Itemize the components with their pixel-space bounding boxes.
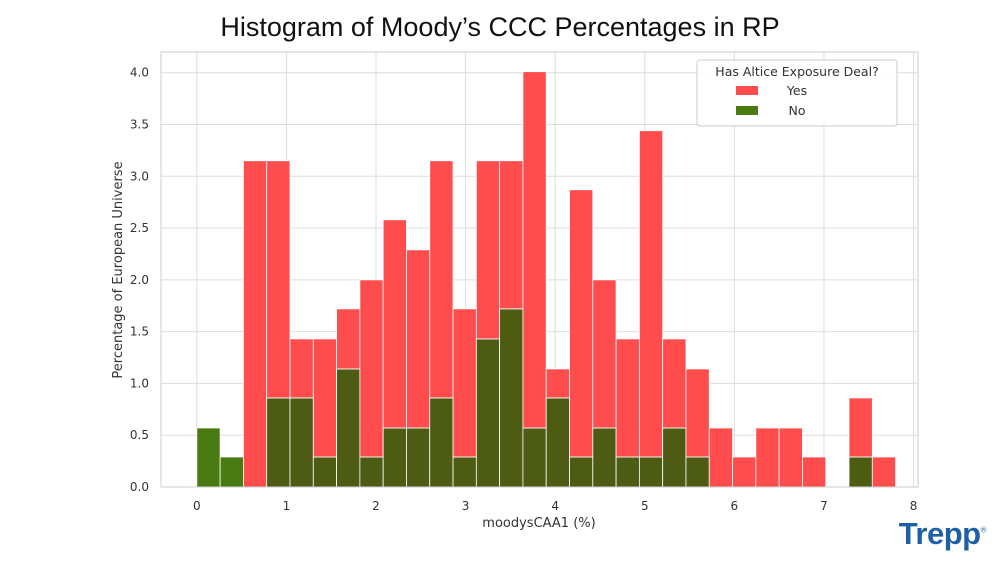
bar-yes-bin-3 — [266, 160, 291, 399]
bar-overlap-bin-12 — [475, 338, 501, 488]
bar-yes-bin-21 — [685, 368, 710, 458]
bar-yes-bin-25 — [778, 427, 803, 488]
bar-yes-bin-23 — [732, 456, 757, 488]
legend-title: Has Altice Exposure Deal? — [715, 64, 878, 79]
bar-no-bin-1 — [219, 456, 244, 488]
bar-overlap-bin-14 — [522, 427, 547, 488]
y-tick-label: 2.5 — [130, 221, 149, 235]
bar-overlap-bin-11 — [452, 456, 477, 488]
bar-overlap-bin-10 — [429, 397, 454, 488]
x-tick-label: 2 — [372, 499, 380, 513]
bar-overlap-bin-21 — [685, 456, 710, 488]
bar-yes-bin-9 — [406, 249, 431, 429]
bar-overlap-bin-8 — [382, 427, 407, 488]
bar-yes-bin-13 — [499, 160, 524, 310]
x-tick-label: 0 — [193, 499, 201, 513]
x-tick-label: 3 — [462, 499, 470, 513]
x-tick-label: 8 — [910, 499, 918, 513]
bar-yes-bin-18 — [615, 338, 640, 458]
plot-frame — [160, 51, 919, 488]
bar-overlap-bin-3 — [266, 397, 291, 488]
y-tick-label: 2.0 — [130, 273, 149, 287]
bar-overlap-bin-28 — [848, 456, 873, 488]
x-tick-label: 5 — [641, 499, 649, 513]
bar-yes-bin-12 — [475, 160, 501, 340]
x-tick-label: 4 — [551, 499, 559, 513]
bar-yes-bin-22 — [708, 427, 733, 488]
bar-yes-bin-29 — [871, 456, 897, 488]
y-tick-labels: 0.0 0.5 1.0 1.5 2.0 2.5 3.0 3.5 4.0 — [130, 66, 149, 494]
y-tick-label: 1.0 — [130, 376, 149, 390]
y-tick-label: 3.5 — [130, 118, 149, 132]
logo-text: Trepp — [898, 516, 981, 551]
x-axis-label: moodysCAA1 (%) — [482, 516, 595, 531]
bar-yes-bin-15 — [545, 368, 570, 399]
y-tick-label: 3.0 — [130, 169, 149, 183]
trepp-logo: Trepp® — [898, 516, 987, 552]
bar-yes-bin-10 — [429, 160, 454, 399]
bar-yes-bin-17 — [592, 279, 617, 429]
bar-yes-bin-24 — [755, 427, 780, 488]
y-tick-label: 4.0 — [130, 66, 149, 80]
bar-overlap-bin-5 — [312, 456, 337, 488]
bar-overlap-bin-6 — [336, 368, 361, 488]
bar-overlap-bin-19 — [638, 456, 664, 488]
bar-overlap-bin-4 — [289, 397, 314, 488]
chart-title: Histogram of Moody’s CCC Percentages in … — [220, 12, 780, 42]
y-tick-label: 1.5 — [130, 325, 149, 339]
bar-overlap-bin-9 — [406, 427, 431, 488]
bar-yes-bin-6 — [336, 308, 361, 370]
bar-overlap-bin-15 — [545, 397, 570, 488]
bar-yes-bin-5 — [312, 338, 337, 458]
bar-yes-bin-26 — [802, 456, 827, 488]
bar-yes-bin-8 — [382, 219, 407, 429]
legend-label-no: No — [789, 103, 806, 118]
legend-label-yes: Yes — [786, 83, 807, 98]
bar-yes-bin-14 — [522, 71, 547, 429]
bar-overlap-bin-13 — [499, 308, 524, 488]
bar-overlap-bin-17 — [592, 427, 617, 488]
legend-swatch-no — [736, 106, 758, 115]
legend-swatch-yes — [736, 86, 758, 95]
legend: Has Altice Exposure Deal? Yes No — [696, 59, 898, 127]
bar-yes-bin-20 — [662, 338, 687, 429]
bar-yes-bin-4 — [289, 338, 314, 399]
bar-overlap-bin-16 — [569, 456, 594, 488]
x-tick-label: 1 — [283, 499, 291, 513]
x-tick-label: 7 — [820, 499, 828, 513]
y-tick-label: 0.5 — [130, 428, 149, 442]
bar-yes-bin-11 — [452, 308, 477, 458]
bar-yes-bin-28 — [848, 397, 873, 458]
y-axis-label: Percentage of European Universe — [111, 161, 126, 378]
bar-overlap-bin-20 — [662, 427, 687, 488]
y-tick-label: 0.0 — [130, 480, 149, 494]
bar-yes-bin-7 — [359, 279, 384, 458]
bar-overlap-bin-18 — [615, 456, 640, 488]
bar-yes-bin-19 — [638, 130, 664, 458]
x-tick-labels: 0 1 2 3 4 5 6 7 8 — [193, 499, 917, 513]
bar-overlap-bin-7 — [359, 456, 384, 488]
bar-yes-bin-16 — [569, 189, 594, 458]
registered-mark: ® — [980, 525, 987, 535]
bar-yes-bin-2 — [243, 160, 268, 488]
x-tick-label: 6 — [731, 499, 739, 513]
bar-no-bin-0 — [196, 427, 221, 488]
